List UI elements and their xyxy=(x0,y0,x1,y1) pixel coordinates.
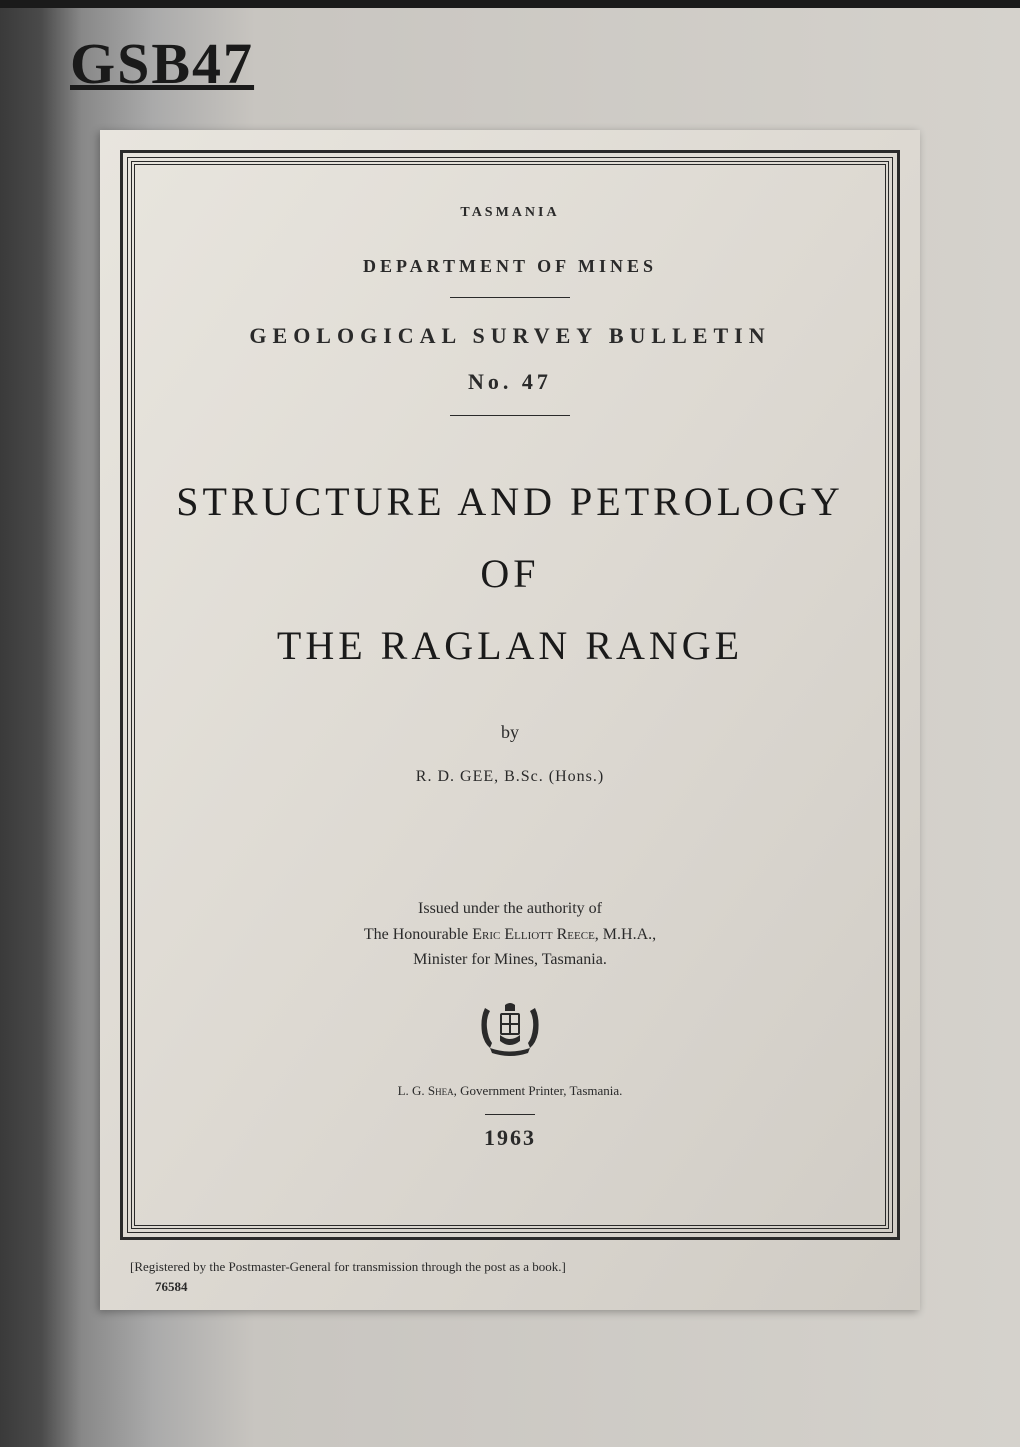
authority-line-3: Minister for Mines, Tasmania. xyxy=(175,947,845,973)
printer-suffix: , Government Printer, Tasmania. xyxy=(454,1083,623,1098)
divider-rule xyxy=(450,415,570,416)
postal-registration: [Registered by the Postmaster-General fo… xyxy=(130,1259,890,1275)
department-label: DEPARTMENT OF MINES xyxy=(175,256,845,277)
by-line: by xyxy=(175,722,845,743)
series-label: GEOLOGICAL SURVEY BULLETIN xyxy=(175,323,845,349)
crest-svg xyxy=(470,993,550,1063)
title-block: STRUCTURE AND PETROLOGY OF THE RAGLAN RA… xyxy=(175,466,845,682)
issue-number: No. 47 xyxy=(175,369,845,395)
title-line-3: THE RAGLAN RANGE xyxy=(175,610,845,682)
authority-prefix: The Honourable xyxy=(364,926,472,943)
minister-name: Eric Elliott Reece xyxy=(472,926,595,943)
title-line-1: STRUCTURE AND PETROLOGY xyxy=(175,466,845,538)
coat-of-arms-icon xyxy=(470,993,550,1063)
printer-line: L. G. Shea, Government Printer, Tasmania… xyxy=(175,1083,845,1099)
frame-outer: TASMANIA DEPARTMENT OF MINES GEOLOGICAL … xyxy=(120,150,900,1240)
authority-line-2: The Honourable Eric Elliott Reece, M.H.A… xyxy=(175,922,845,948)
document-page: TASMANIA DEPARTMENT OF MINES GEOLOGICAL … xyxy=(100,130,920,1310)
publication-year: 1963 xyxy=(175,1125,845,1151)
scan-artifact-bar xyxy=(0,0,1020,8)
title-line-2: OF xyxy=(175,538,845,610)
jurisdiction-label: TASMANIA xyxy=(175,205,845,221)
frame-inner: TASMANIA DEPARTMENT OF MINES GEOLOGICAL … xyxy=(131,161,889,1229)
print-code: 76584 xyxy=(155,1279,188,1295)
printer-name: L. G. Shea xyxy=(398,1083,454,1098)
author-name: R. D. GEE, B.Sc. (Hons.) xyxy=(175,768,845,786)
handwritten-catalog-label: GSB47 xyxy=(70,30,254,97)
authority-block: Issued under the authority of The Honour… xyxy=(175,896,845,973)
authority-line-1: Issued under the authority of xyxy=(175,896,845,922)
divider-rule xyxy=(450,297,570,298)
authority-suffix: , M.H.A., xyxy=(595,926,656,943)
divider-rule-small xyxy=(485,1114,535,1115)
frame-mid: TASMANIA DEPARTMENT OF MINES GEOLOGICAL … xyxy=(127,157,893,1233)
